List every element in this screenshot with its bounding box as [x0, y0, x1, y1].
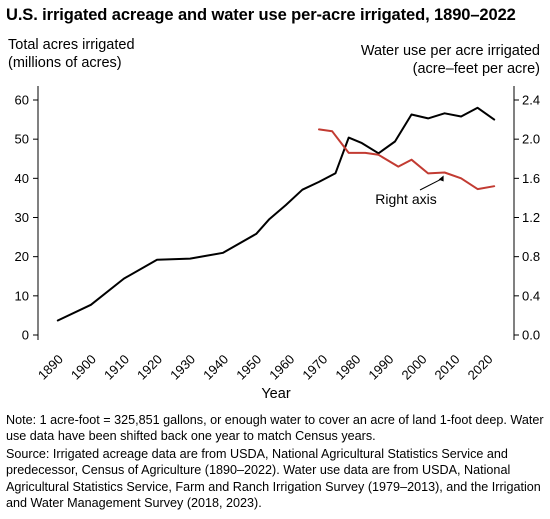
left-tick-label: 20	[15, 249, 29, 264]
right-tick-label: 2.0	[522, 132, 540, 147]
left-tick-label: 40	[15, 171, 29, 186]
x-tick-label: 2000	[399, 352, 430, 383]
right-axis-title: Water use per acre irrigated (acre–feet …	[361, 42, 540, 78]
left-tick-label: 50	[15, 132, 29, 147]
x-tick-label: 1960	[266, 352, 297, 383]
annotation-arrowhead	[438, 175, 444, 182]
right-axis-title-line1: Water use per acre irrigated	[360, 43, 540, 59]
chart-title: U.S. irrigated acreage and water use per…	[6, 6, 516, 24]
right-tick-label: 0.8	[522, 249, 540, 264]
right-tick-label: 2.4	[522, 93, 540, 108]
x-tick-label: 1980	[332, 352, 363, 383]
x-tick-label: 1920	[134, 352, 165, 383]
right-tick-label: 1.6	[522, 171, 540, 186]
right-tick-label: 0.0	[522, 328, 540, 343]
left-axis-title-line1: Total acres irrigated	[8, 37, 135, 53]
left-tick-label: 10	[15, 288, 29, 303]
chart-source: Source: Irrigated acreage data are from …	[6, 447, 541, 511]
x-tick-label: 1950	[233, 352, 264, 383]
acreage-series-line	[56, 106, 496, 322]
x-tick-label: 1940	[200, 352, 231, 383]
x-tick-label: 1910	[101, 352, 132, 383]
annotations: Right axis	[375, 175, 444, 207]
annotation-pointer	[419, 178, 443, 191]
x-tick-label: 2010	[432, 352, 463, 383]
left-axis-title-line2: (millions of acres)	[8, 55, 122, 71]
x-tick-label: 2020	[465, 352, 496, 383]
left-tick-label: 30	[15, 210, 29, 225]
x-tick-label: 1900	[68, 352, 99, 383]
chart-note: Note: 1 acre-foot = 325,851 gallons, or …	[6, 413, 544, 444]
right-tick-label: 1.2	[522, 210, 540, 225]
left-tick-label: 0	[22, 328, 29, 343]
x-tick-label: 1930	[167, 352, 198, 383]
left-tick-label: 60	[15, 93, 29, 108]
x-tick-label: 1990	[365, 352, 396, 383]
x-tick-label: 1970	[299, 352, 330, 383]
x-tick-label: 1890	[35, 352, 66, 383]
water-use-series-line	[318, 128, 496, 191]
right-tick-label: 0.4	[522, 288, 540, 303]
left-axis-title: Total acres irrigated (millions of acres…	[8, 36, 135, 72]
annotation-right-axis: Right axis	[375, 191, 436, 207]
series-lines	[56, 106, 496, 322]
right-axis-title-line2: (acre–feet per acre)	[412, 61, 540, 77]
x-axis-title: Year	[261, 386, 290, 402]
